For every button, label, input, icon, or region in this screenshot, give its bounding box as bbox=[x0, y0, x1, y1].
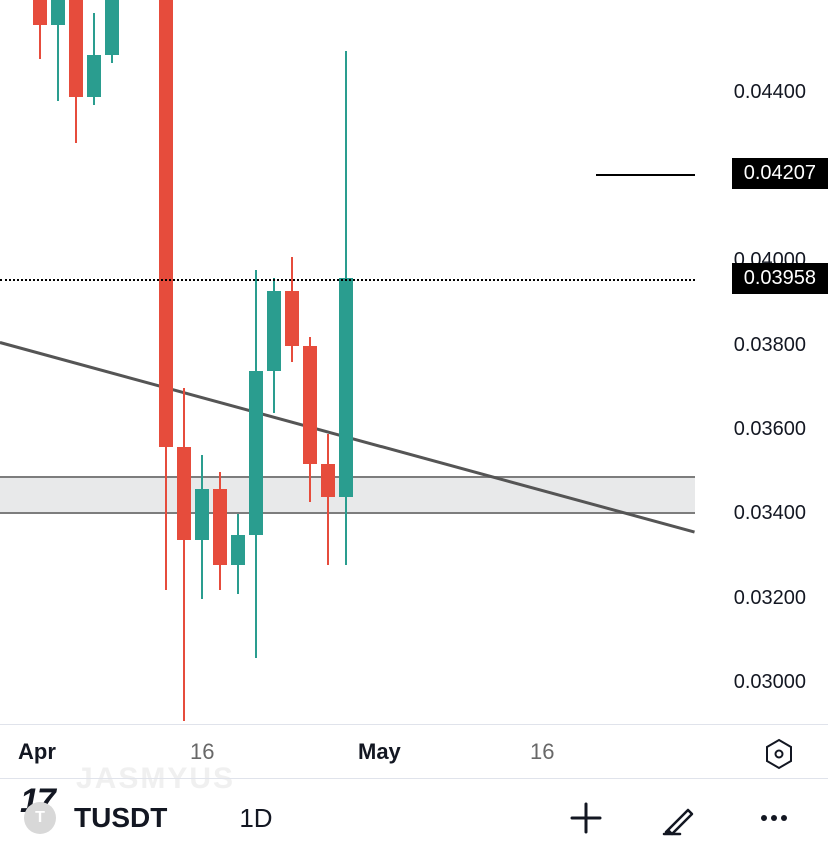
alert-price-label[interactable]: 0.04207 bbox=[732, 158, 828, 189]
more-button[interactable] bbox=[756, 800, 792, 836]
y-axis-label: 0.03600 bbox=[734, 418, 806, 441]
axis-settings-icon[interactable] bbox=[762, 737, 796, 776]
x-axis-label: May bbox=[358, 739, 401, 765]
draw-button[interactable] bbox=[660, 798, 700, 838]
x-axis-label: 16 bbox=[190, 739, 214, 765]
y-axis-label: 0.04400 bbox=[734, 81, 806, 104]
y-axis-label: 0.03200 bbox=[734, 587, 806, 610]
y-axis-label: 0.03000 bbox=[734, 671, 806, 694]
chart-plot-area[interactable]: JASMYUS bbox=[0, 0, 695, 725]
last-price-label[interactable]: 0.03958 bbox=[732, 263, 828, 294]
y-axis-label: 0.03800 bbox=[734, 334, 806, 357]
add-button[interactable] bbox=[568, 800, 604, 836]
symbol-label[interactable]: TUSDT bbox=[74, 802, 167, 834]
y-axis[interactable]: 0.044000.040000.038000.036000.034000.032… bbox=[695, 0, 828, 725]
interval-label[interactable]: 1D bbox=[239, 803, 272, 834]
symbol-badge[interactable]: T bbox=[24, 802, 56, 834]
x-axis[interactable]: Apr 16 May 16 bbox=[0, 724, 828, 778]
last-price-line bbox=[0, 279, 695, 281]
y-axis-label: 0.03400 bbox=[734, 502, 806, 525]
alert-price-line bbox=[596, 174, 695, 176]
x-axis-label: Apr bbox=[18, 739, 56, 765]
bottom-toolbar: T TUSDT 1D bbox=[0, 778, 828, 857]
x-axis-label: 16 bbox=[530, 739, 554, 765]
chart-container: JASMYUS 0.044000.040000.038000.036000.03… bbox=[0, 0, 828, 857]
